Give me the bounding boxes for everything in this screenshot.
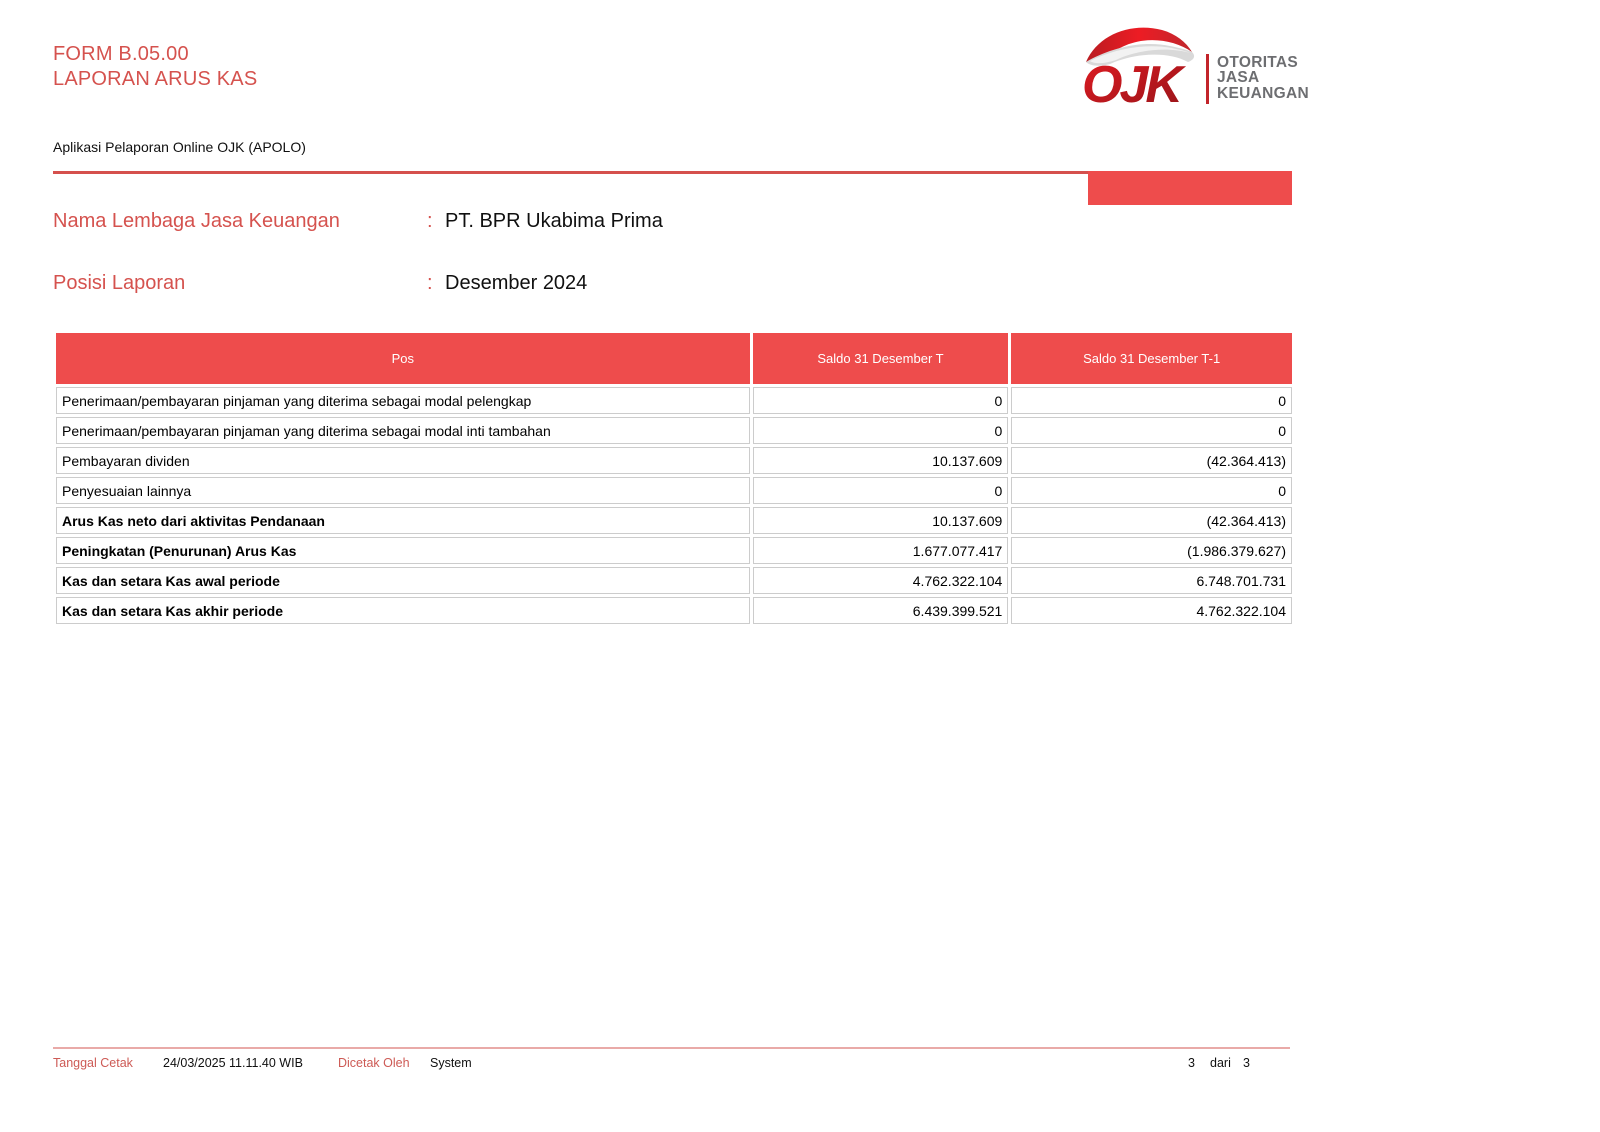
table-row: Penyesuaian lainnya 0 0 — [56, 477, 1292, 504]
ojk-flag-icon: OJK — [1082, 27, 1195, 110]
row-pos-cell: Arus Kas neto dari aktivitas Pendanaan — [56, 507, 750, 534]
row-saldo-t1-cell: (42.364.413) — [1011, 447, 1292, 474]
logo-caption-line: JASA — [1217, 69, 1260, 87]
logo-caption-line: KEUANGAN — [1217, 84, 1309, 102]
column-header-pos: Pos — [56, 333, 750, 384]
row-pos-cell: Kas dan setara Kas akhir periode — [56, 597, 750, 624]
logo-caption: OTORITAS JASA KEUANGAN — [1217, 55, 1309, 102]
page-current: 3 — [1188, 1056, 1195, 1070]
print-date-value: 24/03/2025 11.11.40 WIB — [163, 1056, 303, 1070]
row-saldo-t-cell: 6.439.399.521 — [752, 597, 1009, 624]
report-position-row: Posisi Laporan : Desember 2024 — [53, 272, 587, 295]
row-saldo-t-cell: 0 — [752, 477, 1009, 504]
row-pos-cell: Penerimaan/pembayaran pinjaman yang dite… — [56, 387, 750, 414]
row-pos-cell: Penyesuaian lainnya — [56, 477, 750, 504]
logo-caption-line: OTORITAS — [1217, 53, 1299, 71]
row-saldo-t1-cell: 0 — [1011, 417, 1292, 444]
column-header-saldo-t1: Saldo 31 Desember T-1 — [1011, 333, 1292, 384]
ojk-letters: OJK — [1082, 56, 1186, 110]
row-saldo-t-cell: 10.137.609 — [752, 447, 1009, 474]
row-saldo-t1-cell: 6.748.701.731 — [1011, 567, 1292, 594]
form-title: LAPORAN ARUS KAS — [53, 68, 258, 90]
table-row: Penerimaan/pembayaran pinjaman yang dite… — [56, 387, 1292, 414]
institution-label: Nama Lembaga Jasa Keuangan — [53, 210, 340, 232]
column-header-saldo-t: Saldo 31 Desember T — [752, 333, 1009, 384]
table-row: Pembayaran dividen 10.137.609 (42.364.41… — [56, 447, 1292, 474]
form-header: FORM B.05.00 LAPORAN ARUS KAS — [53, 42, 257, 92]
colon-separator: : — [427, 272, 433, 294]
row-saldo-t1-cell: 4.762.322.104 — [1011, 597, 1292, 624]
row-saldo-t-cell: 0 — [752, 387, 1009, 414]
table-row: Arus Kas neto dari aktivitas Pendanaan 1… — [56, 507, 1292, 534]
footer-rule — [53, 1047, 1290, 1049]
report-position-value: Desember 2024 — [445, 272, 588, 294]
table-body: Penerimaan/pembayaran pinjaman yang dite… — [56, 387, 1292, 624]
row-saldo-t-cell: 1.677.077.417 — [752, 537, 1009, 564]
colon-separator: : — [427, 210, 433, 232]
header-rule — [53, 171, 1292, 174]
table-row: Kas dan setara Kas awal periode 4.762.32… — [56, 567, 1292, 594]
ojk-logo: OJK OTORITAS JASA KEUANGAN — [1080, 20, 1309, 110]
row-saldo-t-cell: 0 — [752, 417, 1009, 444]
table-row: Peningkatan (Penurunan) Arus Kas 1.677.0… — [56, 537, 1292, 564]
row-saldo-t1-cell: (1.986.379.627) — [1011, 537, 1292, 564]
row-saldo-t1-cell: 0 — [1011, 477, 1292, 504]
print-date-label: Tanggal Cetak — [53, 1056, 133, 1070]
accent-block — [1088, 171, 1292, 205]
row-pos-cell: Peningkatan (Penurunan) Arus Kas — [56, 537, 750, 564]
printed-by-value: System — [430, 1056, 472, 1070]
app-name: Aplikasi Pelaporan Online OJK (APOLO) — [53, 139, 306, 155]
page-word: dari — [1210, 1056, 1231, 1070]
table-row: Penerimaan/pembayaran pinjaman yang dite… — [56, 417, 1292, 444]
form-code: FORM B.05.00 — [53, 43, 189, 65]
institution-row: Nama Lembaga Jasa Keuangan : PT. BPR Uka… — [53, 210, 663, 233]
logo-divider — [1206, 54, 1209, 104]
row-saldo-t1-cell: (42.364.413) — [1011, 507, 1292, 534]
cash-flow-table: Pos Saldo 31 Desember T Saldo 31 Desembe… — [53, 330, 1295, 627]
row-saldo-t1-cell: 0 — [1011, 387, 1292, 414]
institution-value: PT. BPR Ukabima Prima — [445, 210, 663, 232]
table-header-row: Pos Saldo 31 Desember T Saldo 31 Desembe… — [56, 333, 1292, 384]
row-pos-cell: Pembayaran dividen — [56, 447, 750, 474]
report-position-label: Posisi Laporan — [53, 272, 186, 294]
row-pos-cell: Kas dan setara Kas awal periode — [56, 567, 750, 594]
printed-by-label: Dicetak Oleh — [338, 1056, 410, 1070]
row-pos-cell: Penerimaan/pembayaran pinjaman yang dite… — [56, 417, 750, 444]
table-row: Kas dan setara Kas akhir periode 6.439.3… — [56, 597, 1292, 624]
row-saldo-t-cell: 10.137.609 — [752, 507, 1009, 534]
page-total: 3 — [1243, 1056, 1250, 1070]
row-saldo-t-cell: 4.762.322.104 — [752, 567, 1009, 594]
